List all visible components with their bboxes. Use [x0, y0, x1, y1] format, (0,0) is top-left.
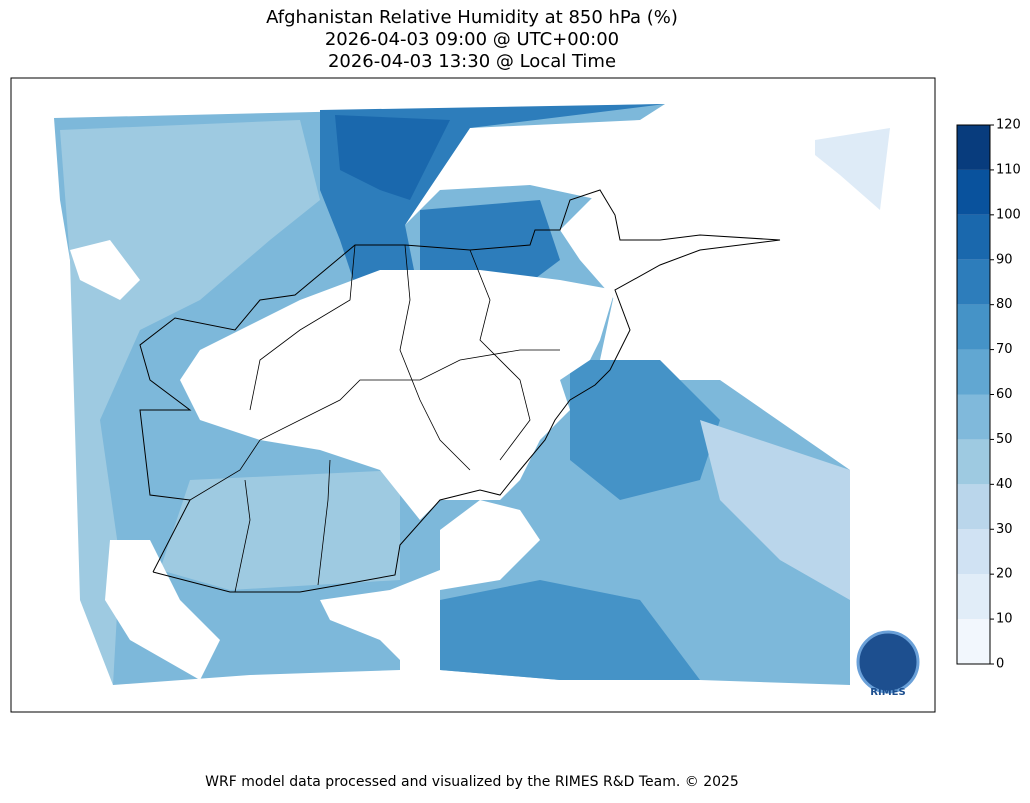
country-border [139, 189, 781, 593]
colorbar-segment [957, 349, 990, 395]
humidity-area [700, 420, 850, 600]
colorbar-segment [957, 529, 990, 575]
dry-area [560, 190, 780, 300]
colorbar-tick-label: 90 [996, 252, 1013, 267]
colorbar-tick-label: 110 [996, 162, 1021, 177]
humidity-area [420, 200, 560, 290]
colorbar-segment [957, 214, 990, 260]
province-border [399, 244, 471, 471]
logo-text: RIMES [870, 687, 905, 698]
colorbar-tick-label: 60 [996, 387, 1013, 402]
title-line: 2026-04-03 09:00 @ UTC+00:00 [325, 29, 619, 50]
colorbar-segment [957, 484, 990, 530]
humidity-area [570, 360, 720, 500]
dry-area [105, 540, 220, 680]
colorbar-tick-label: 0 [996, 657, 1004, 672]
colorbar-segment [957, 169, 990, 215]
colorbar-tick-label: 120 [996, 118, 1021, 133]
logo-emblem [856, 630, 920, 694]
humidity-area [815, 128, 890, 210]
dry-area [180, 270, 615, 520]
colorbar-segment [957, 439, 990, 485]
colorbar-segment [957, 574, 990, 620]
humidity-area [160, 470, 400, 590]
colorbar-tick-label: 20 [996, 567, 1013, 582]
footer: WRF model data processed and visualized … [205, 774, 739, 790]
colorbar-tick-label: 50 [996, 432, 1013, 447]
colorbar-tick-label: 30 [996, 522, 1013, 537]
colorbar-segment [957, 619, 990, 664]
map-frame [10, 77, 936, 713]
colorbar-segment [957, 125, 990, 170]
dry-area [440, 500, 540, 590]
colorbar: 0 10 20 30 40 50 60 70 80 90 100 110 120 [956, 118, 1021, 672]
province-border [234, 479, 251, 593]
colorbar-segment [957, 394, 990, 440]
colorbar-segment [957, 304, 990, 350]
humidity-area [335, 115, 450, 200]
humidity-area [440, 580, 700, 680]
colorbar-tick-label: 100 [996, 207, 1021, 222]
map: RIMES [10, 77, 936, 713]
title-line: Afghanistan Relative Humidity at 850 hPa… [266, 7, 678, 28]
province-border [469, 249, 531, 461]
colorbar-tick-label: 70 [996, 342, 1013, 357]
colorbar-tick-label: 80 [996, 297, 1013, 312]
title-line: 2026-04-03 13:30 @ Local Time [328, 51, 616, 72]
province-border [189, 349, 560, 501]
province-border [317, 459, 331, 586]
colorbar-segment [957, 259, 990, 305]
colorbar-tick-label: 10 [996, 612, 1013, 627]
dry-area [70, 240, 140, 300]
colorbar-tick-label: 40 [996, 477, 1013, 492]
province-border [249, 244, 356, 411]
